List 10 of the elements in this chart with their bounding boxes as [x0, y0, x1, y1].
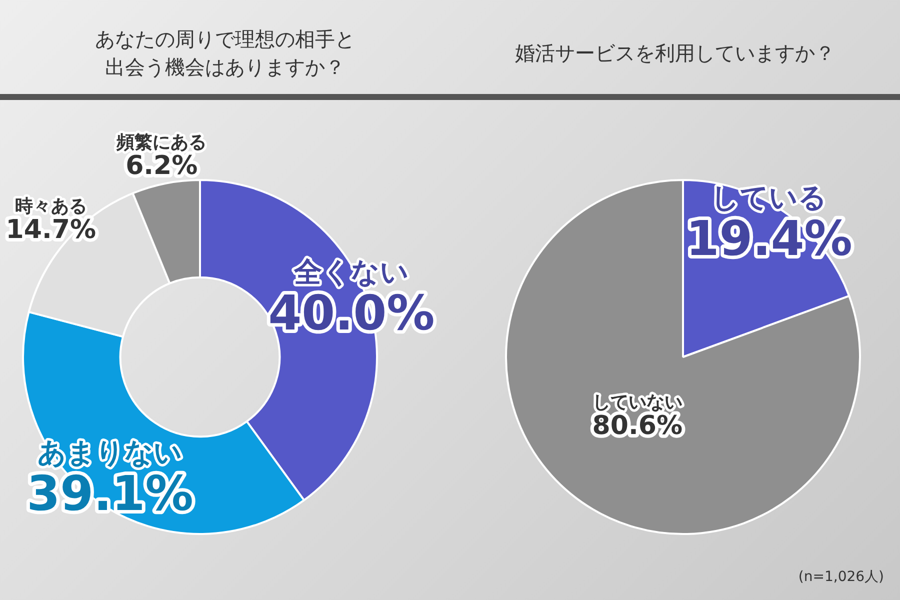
data-label: 80.6%	[592, 411, 683, 442]
slice-label: 全くない	[293, 255, 410, 288]
slice-label: 頻繁にある	[116, 132, 207, 154]
chart-title: あなたの周りで理想の相手と出会う機会はありますか？	[94, 26, 356, 81]
text: (n=1,026人)	[798, 568, 884, 586]
slice-label: していない	[592, 392, 682, 414]
data-label: 6.2%	[126, 151, 198, 182]
slice-label: 時々ある	[14, 196, 87, 218]
data-label: 14.7%	[6, 215, 96, 246]
chart-title: 婚活サービスを利用していますか？	[514, 40, 836, 67]
